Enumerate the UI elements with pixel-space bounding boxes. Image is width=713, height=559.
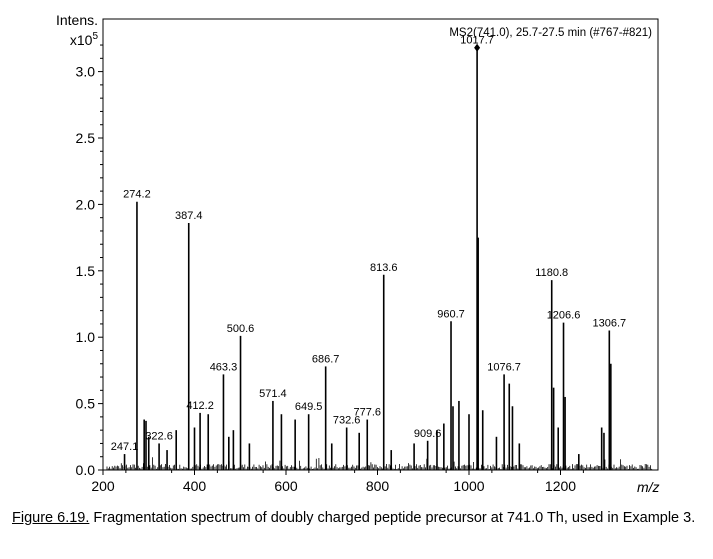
y-tick-label: 3.0 <box>76 64 96 80</box>
peak-label: 813.6 <box>370 262 398 274</box>
y-tick-label: 2.5 <box>76 130 96 146</box>
peak-label: 1206.6 <box>547 310 581 322</box>
peak-label: 1306.7 <box>592 318 626 330</box>
x-tick-label: 1000 <box>453 478 484 494</box>
peak-label: 686.7 <box>312 353 340 365</box>
peak-label: 247.1 <box>111 441 139 453</box>
x-tick-label: 400 <box>183 478 207 494</box>
figure-label: Figure 6.19. <box>12 510 90 526</box>
figure-caption: Figure 6.19. Fragmentation spectrum of d… <box>12 508 702 529</box>
peak-label: 387.4 <box>175 210 203 222</box>
x-tick-label: 1200 <box>545 478 576 494</box>
peak-label: 571.4 <box>259 388 287 400</box>
y-tick-label: 1.0 <box>76 329 96 345</box>
peak-label: 909.6 <box>414 428 442 440</box>
peak-label: 500.6 <box>227 323 255 335</box>
peak-label: 322.6 <box>145 430 173 442</box>
peak-label: 1180.8 <box>535 267 568 279</box>
spectrum-chart: 200 400 600 800 1000 1200 0.0 0.5 1.0 1.5 2.0 2.5 3.… <box>56 12 660 495</box>
peaks-layer <box>123 43 612 470</box>
y-tick-label: 0.0 <box>76 462 96 478</box>
y-tick-label: 1.5 <box>76 263 96 279</box>
x-tick-label: 800 <box>366 478 390 494</box>
peak-labels: 247.1 274.2 322.6 387.4 412.2 463.3 500.6 571.4… <box>111 35 626 453</box>
chart-title: MS2(741.0), 25.7-27.5 min (#767-#821) <box>449 27 652 39</box>
peak-label: 274.2 <box>123 189 151 201</box>
y-axis-label: Intens. <box>56 12 98 28</box>
x-tick-label: 200 <box>91 478 115 494</box>
y-axis-scale-exponent: 5 <box>92 31 98 42</box>
x-axis-label: m/z <box>637 479 660 495</box>
peak-label: 412.2 <box>186 400 214 412</box>
ticks-layer: 200 400 600 800 1000 1200 0.0 0.5 1.0 1.5 2.0 2.5 3.… <box>76 44 584 494</box>
precursor-marker <box>474 43 481 52</box>
y-axis-scale-base: x10 <box>70 32 93 48</box>
peak-label: 1076.7 <box>487 361 521 373</box>
figure-caption-text: Fragmentation spectrum of doubly charged… <box>89 510 696 526</box>
x-tick-label: 600 <box>274 478 298 494</box>
peak-label: 649.5 <box>295 401 323 413</box>
peak-label: 1017.7 <box>460 35 494 47</box>
y-tick-label: 2.0 <box>76 196 96 212</box>
y-axis-scale: x105 <box>70 31 99 48</box>
y-tick-label: 0.5 <box>76 396 96 412</box>
peak-label: 463.3 <box>210 361 238 373</box>
peak-label: 732.6 <box>333 415 361 427</box>
peak-label: 777.6 <box>353 407 381 419</box>
peak-label: 960.7 <box>437 308 465 320</box>
